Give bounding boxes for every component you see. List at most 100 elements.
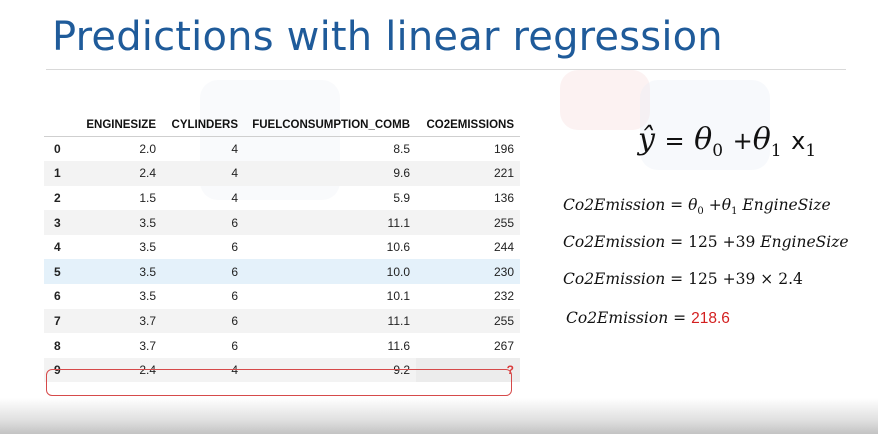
- cell-co2emissions: 221: [416, 161, 520, 186]
- theta-zero: θ: [688, 196, 698, 214]
- table-row: 1 2.4 4 9.6 221: [44, 161, 520, 186]
- plus-sign: +: [722, 233, 736, 251]
- cell-co2emissions: 136: [493, 190, 514, 205]
- cell-fuelconsumption: 10.1: [386, 289, 410, 304]
- cell-fuelconsumption: 11.1: [244, 210, 416, 235]
- cell-co2emissions: 230: [416, 259, 520, 285]
- cell-cylinders: 6: [162, 308, 244, 334]
- cell-fuelconsumption: 8.5: [393, 142, 410, 157]
- equation-line-1: Co2Emission = θ0 +θ1 EngineSize: [563, 196, 831, 217]
- table-row-highlighted: 5 3.5 6 10.0 230: [44, 259, 520, 285]
- subscript-one: 1: [770, 141, 782, 161]
- background-decoration: [560, 70, 650, 130]
- slope-value: 39: [735, 233, 756, 251]
- cell-enginesize: 3.5: [70, 210, 162, 235]
- subscript-zero: 0: [697, 206, 704, 218]
- row-index: 4: [54, 240, 61, 255]
- intercept-value: 125: [688, 270, 718, 288]
- intercept-value: 125: [688, 233, 718, 251]
- table-row: 4 3.5 6 10.6 244: [44, 235, 520, 260]
- equation-lhs: Co2Emission: [563, 233, 666, 251]
- bottom-shadow: [0, 398, 878, 434]
- row-index: 0: [54, 142, 61, 157]
- table-row: 2 1.5 4 5.9 136: [44, 186, 520, 211]
- table-row: 8 3.7 6 11.6 267: [44, 333, 520, 358]
- theta-zero: θ: [694, 122, 713, 157]
- predicted-result: 218.6: [691, 310, 730, 327]
- cell-co2emissions: 255: [416, 210, 520, 235]
- plus-sign: +: [732, 127, 753, 155]
- cell-cylinders: 4: [231, 190, 238, 205]
- cell-co2emissions: 255: [416, 308, 520, 334]
- column-header-enginesize: ENGINESIZE: [70, 114, 162, 137]
- table-row: 0 2.0 4 8.5 196: [44, 137, 520, 162]
- plus-sign: +: [722, 270, 736, 288]
- cell-fuelconsumption: 9.2: [244, 357, 416, 383]
- column-header-co2emissions: CO2EMISSIONS: [416, 114, 520, 137]
- row-index: 8: [54, 338, 61, 353]
- cell-cylinders: 6: [231, 240, 238, 255]
- cell-cylinders: 6: [162, 259, 244, 285]
- cell-enginesize: 3.5: [139, 289, 156, 304]
- equals-sign: =: [673, 309, 687, 327]
- cell-enginesize: 3.7: [139, 338, 156, 353]
- subscript-one: 1: [731, 206, 738, 218]
- regression-equation: ŷ = θ0 +θ1 x1: [638, 122, 816, 161]
- cell-fuelconsumption: 5.9: [393, 190, 410, 205]
- cell-fuelconsumption: 11.6: [387, 338, 410, 353]
- background-decoration: [640, 80, 770, 170]
- table-row-query: 9 2.4 4 9.2 ?: [44, 357, 520, 383]
- cell-co2emissions: 196: [493, 142, 514, 157]
- row-index: 7: [44, 308, 70, 334]
- title-divider: [46, 69, 846, 70]
- cell-cylinders: 4: [162, 161, 244, 186]
- row-index: 5: [44, 259, 70, 285]
- table-row: 3 3.5 6 11.1 255: [44, 210, 520, 235]
- cell-enginesize: 2.0: [139, 142, 156, 157]
- cell-fuelconsumption: 11.1: [244, 308, 416, 334]
- cell-fuelconsumption: 10.6: [386, 240, 410, 255]
- data-table: ENGINESIZE CYLINDERS FUELCONSUMPTION_COM…: [44, 114, 520, 383]
- cell-enginesize: 2.4: [70, 161, 162, 186]
- equation-line-4: Co2Emission = 218.6: [566, 309, 730, 328]
- equation-variable: EngineSize: [760, 233, 849, 251]
- row-index: 2: [54, 190, 61, 205]
- cell-enginesize: 3.7: [70, 308, 162, 334]
- cell-cylinders: 4: [231, 142, 238, 157]
- row-index: 6: [54, 289, 61, 304]
- table-row: 6 3.5 6 10.1 232: [44, 284, 520, 309]
- column-header-index: [44, 114, 70, 137]
- cell-cylinders: 6: [162, 210, 244, 235]
- equation-lhs: Co2Emission: [563, 270, 666, 288]
- times-sign: ×: [760, 270, 774, 288]
- table-header-row: ENGINESIZE CYLINDERS FUELCONSUMPTION_COM…: [44, 114, 520, 137]
- table-row: 7 3.7 6 11.1 255: [44, 308, 520, 334]
- cell-enginesize: 3.5: [139, 240, 156, 255]
- column-header-fuelconsumption: FUELCONSUMPTION_COMB: [244, 114, 416, 137]
- cell-fuelconsumption: 9.6: [244, 161, 416, 186]
- equation-lhs: Co2Emission: [566, 309, 669, 327]
- page-title: Predictions with linear regression: [52, 14, 723, 60]
- cell-enginesize: 3.5: [70, 259, 162, 285]
- cell-cylinders: 4: [162, 357, 244, 383]
- equation-variable: EngineSize: [742, 196, 831, 214]
- equals-sign: =: [670, 270, 684, 288]
- theta-one: θ: [721, 196, 732, 214]
- subscript-zero: 0: [712, 141, 724, 161]
- equation-line-3: Co2Emission = 125 +39 × 2.4: [563, 270, 803, 288]
- equals-sign: =: [670, 233, 684, 251]
- cell-cylinders: 6: [231, 289, 238, 304]
- cell-enginesize: 1.5: [139, 190, 156, 205]
- engine-size-value: 2.4: [778, 270, 803, 288]
- y-hat-symbol: ŷ: [638, 122, 655, 157]
- plus-sign: +: [708, 196, 722, 214]
- equals-sign: =: [664, 127, 685, 155]
- subscript-x: 1: [805, 141, 817, 161]
- slope-value: 39: [735, 270, 756, 288]
- cell-co2emissions: 232: [493, 289, 514, 304]
- equation-lhs: Co2Emission: [563, 196, 666, 214]
- x-variable: x: [791, 127, 806, 155]
- cell-fuelconsumption: 10.0: [244, 259, 416, 285]
- cell-co2emissions: 244: [493, 240, 514, 255]
- theta-one: θ: [752, 122, 771, 157]
